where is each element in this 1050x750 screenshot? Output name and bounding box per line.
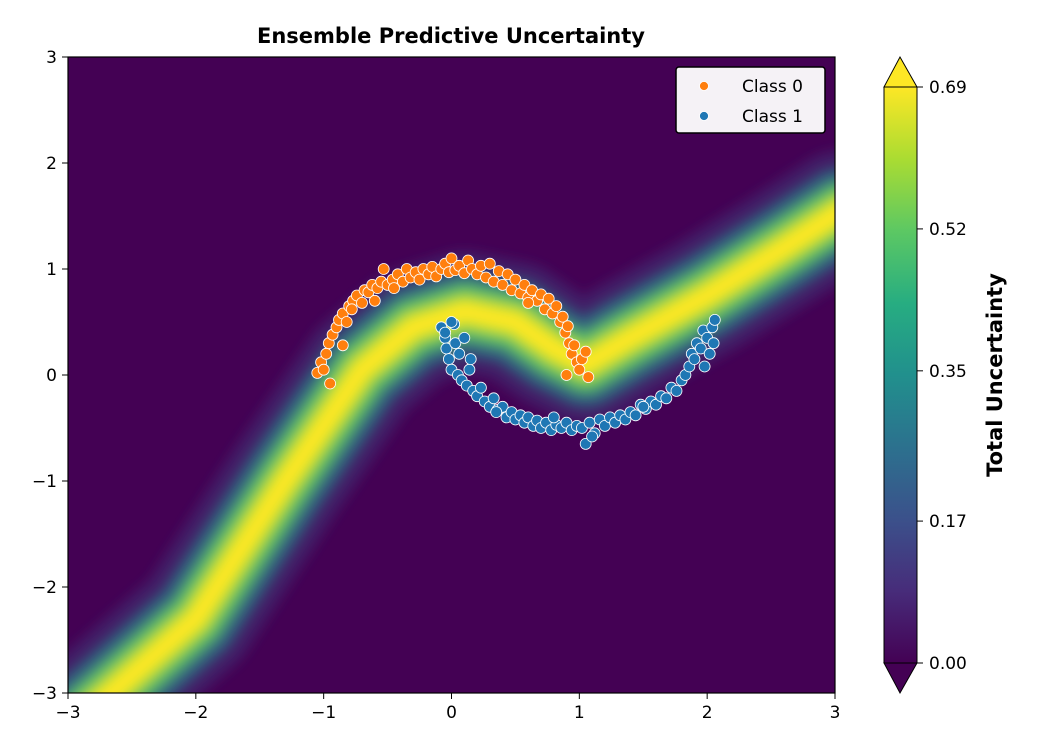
point-class-0 — [509, 273, 522, 286]
plot-area — [68, 57, 835, 693]
legend-label-class-1: Class 1 — [742, 107, 803, 127]
legend: Class 0 Class 1 — [675, 66, 826, 134]
point-class-1 — [637, 400, 650, 413]
colorbar-tick-label: 0.35 — [929, 362, 967, 382]
point-class-0 — [550, 300, 563, 313]
colorbar-ticks: 0.00 0.17 0.35 0.52 0.69 — [917, 78, 967, 674]
point-class-0 — [556, 310, 569, 323]
colorbar-tick-label: 0.69 — [929, 78, 967, 98]
point-class-1 — [439, 326, 452, 339]
colorbar-tick-label: 0.17 — [929, 512, 967, 532]
colorbar-extend-top — [883, 55, 918, 88]
legend-marker-class-1 — [699, 111, 709, 121]
point-class-0 — [368, 294, 381, 307]
y-tick-label: −3 — [32, 684, 57, 704]
x-tick-label: 2 — [702, 703, 713, 723]
point-class-1 — [708, 313, 721, 326]
point-class-1 — [449, 337, 462, 350]
x-axis: −3 −2 −1 0 1 2 3 — [55, 693, 840, 723]
y-tick-label: −2 — [32, 578, 57, 598]
point-class-1 — [442, 353, 455, 366]
point-class-1 — [670, 384, 683, 397]
point-class-1 — [583, 416, 596, 429]
point-class-0 — [496, 278, 509, 291]
x-tick-label: −2 — [183, 703, 208, 723]
x-tick-label: 3 — [830, 703, 841, 723]
colorbar-gradient — [883, 86, 918, 664]
x-tick-label: 1 — [574, 703, 585, 723]
point-class-1 — [490, 406, 503, 419]
point-class-1 — [698, 360, 711, 373]
point-class-1 — [579, 437, 592, 450]
y-tick-label: 0 — [46, 366, 57, 386]
point-class-0 — [560, 369, 573, 381]
legend-box — [675, 66, 826, 134]
point-class-0 — [317, 363, 330, 376]
colorbar-tick-label: 0.00 — [929, 654, 967, 674]
y-axis: −3 −2 −1 0 1 2 3 — [32, 48, 68, 704]
point-class-0 — [582, 371, 595, 384]
point-class-0 — [445, 252, 458, 265]
colorbar: 0.00 0.17 0.35 0.52 0.69 Total Uncertainty — [883, 55, 1007, 695]
point-class-0 — [356, 296, 368, 309]
chart-title: Ensemble Predictive Uncertainty — [257, 24, 645, 48]
point-class-0 — [320, 347, 333, 360]
point-class-0 — [579, 345, 592, 358]
point-class-1 — [586, 430, 598, 443]
point-class-0 — [340, 316, 353, 328]
y-tick-label: 2 — [46, 154, 57, 174]
point-class-1 — [707, 337, 720, 350]
point-class-1 — [688, 353, 701, 366]
point-class-1 — [474, 381, 487, 394]
point-class-0 — [413, 273, 426, 286]
point-class-0 — [345, 303, 358, 316]
y-tick-label: 1 — [46, 260, 57, 280]
x-tick-label: −1 — [311, 703, 336, 723]
band-layer-4 — [97, 204, 835, 693]
point-class-0 — [388, 282, 400, 295]
point-class-1 — [453, 347, 466, 360]
point-class-1 — [650, 398, 662, 411]
point-class-1 — [694, 342, 707, 355]
scatter-points — [311, 252, 721, 450]
legend-marker-class-0 — [699, 81, 709, 91]
point-class-0 — [573, 363, 586, 376]
point-class-1 — [463, 363, 476, 376]
point-class-0 — [336, 339, 349, 352]
point-class-1 — [445, 316, 458, 328]
point-class-0 — [542, 292, 555, 305]
point-class-1 — [487, 392, 500, 405]
point-class-0 — [522, 296, 535, 309]
y-tick-label: −1 — [32, 472, 57, 492]
point-class-0 — [568, 339, 581, 352]
colorbar-extend-bottom — [883, 662, 918, 695]
point-class-0 — [561, 320, 574, 333]
uncertainty-band — [68, 151, 835, 693]
point-class-1 — [660, 392, 673, 405]
point-class-0 — [324, 377, 337, 390]
legend-label-class-0: Class 0 — [742, 77, 803, 97]
colorbar-label: Total Uncertainty — [983, 273, 1007, 477]
point-class-1 — [547, 411, 560, 424]
y-tick-label: 3 — [46, 48, 57, 68]
point-class-0 — [377, 263, 390, 275]
point-class-1 — [458, 331, 471, 344]
colorbar-tick-label: 0.52 — [929, 220, 967, 240]
point-class-0 — [483, 257, 496, 270]
x-tick-label: −3 — [55, 703, 80, 723]
point-class-1 — [703, 347, 716, 360]
point-class-1 — [629, 409, 642, 422]
x-tick-label: 0 — [446, 703, 457, 723]
point-class-1 — [464, 353, 477, 366]
